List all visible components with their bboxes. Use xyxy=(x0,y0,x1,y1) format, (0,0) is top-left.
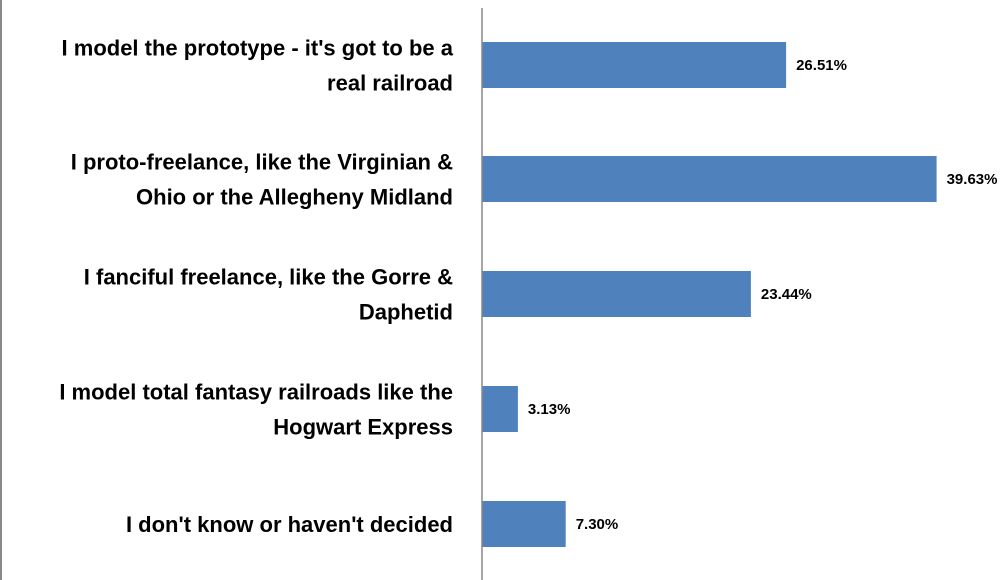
bar-3 xyxy=(482,386,518,432)
category-label-2-line-0: I fanciful freelance, like the Gorre & xyxy=(84,265,453,290)
data-label-2: 23.44% xyxy=(761,286,812,303)
data-label-1: 39.63% xyxy=(947,171,998,188)
category-label-1: I proto-freelance, like the Virginian & O… xyxy=(71,150,453,210)
category-labels: I model the prototype - it's got to be a… xyxy=(59,36,453,538)
bars-group xyxy=(482,42,937,547)
category-label-1-line-0: I proto-freelance, like the Virginian & xyxy=(71,150,453,175)
data-labels: 26.51% 39.63% 23.44% 3.13% 7.30% xyxy=(528,57,998,533)
category-label-1-line-1: Ohio or the Allegheny Midland xyxy=(136,185,453,210)
category-label-3-line-1: Hogwart Express xyxy=(273,415,453,440)
category-label-2-line-1: Daphetid xyxy=(359,300,453,325)
category-label-0-line-0: I model the prototype - it's got to be a xyxy=(62,36,454,61)
category-label-3-line-0: I model total fantasy railroads like the xyxy=(59,380,453,405)
bar-4 xyxy=(482,501,566,547)
bar-2 xyxy=(482,271,751,317)
category-label-0-line-1: real railroad xyxy=(327,71,453,96)
data-label-4: 7.30% xyxy=(576,516,619,533)
bar-1 xyxy=(482,156,937,202)
category-label-4-line-0: I don't know or haven't decided xyxy=(126,512,453,537)
data-label-3: 3.13% xyxy=(528,401,571,418)
data-label-0: 26.51% xyxy=(796,57,847,74)
bar-0 xyxy=(482,42,787,88)
category-label-0: I model the prototype - it's got to be a… xyxy=(62,36,454,96)
category-label-4: I don't know or haven't decided xyxy=(126,512,453,537)
category-label-3: I model total fantasy railroads like the… xyxy=(59,380,453,440)
category-label-2: I fanciful freelance, like the Gorre & Da… xyxy=(84,265,453,325)
